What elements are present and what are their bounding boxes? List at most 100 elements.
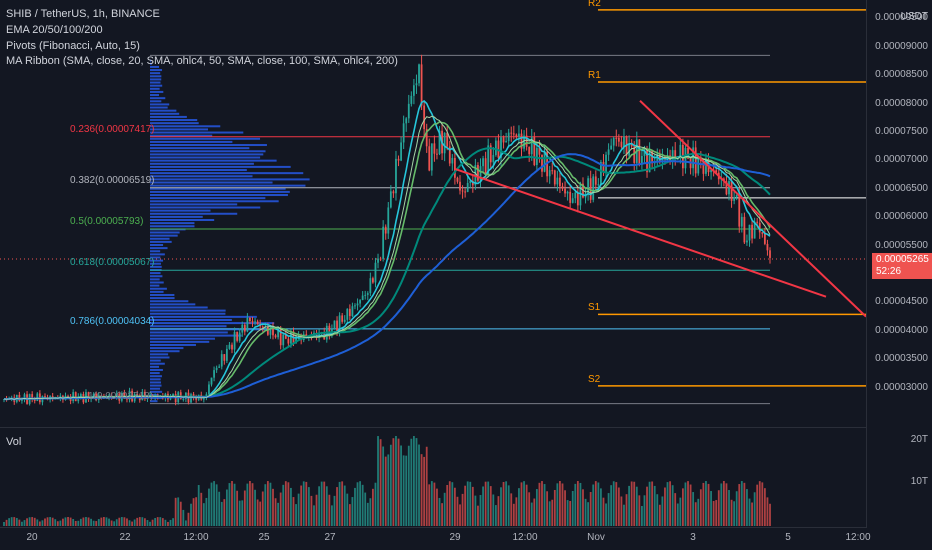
candle-body [648,150,651,173]
candle-body [436,153,438,155]
candle-body [251,321,254,323]
volume-bar [264,484,267,526]
volume-bar [461,493,464,526]
volume-bar [325,486,328,526]
volume-bar [748,498,751,526]
bar-countdown: 52:26 [876,265,902,277]
volume-profile-bar [150,112,180,115]
volume-bar [487,481,490,526]
price-tick: 0.00003500 [875,353,928,365]
volume-profile-bar [150,265,162,268]
candle-body [315,332,318,338]
volume-bar [187,512,190,526]
candle-body [415,83,418,86]
fib-level-label[interactable]: 1(0.00002718) [88,390,154,402]
volume-bar [641,505,643,526]
volume-bar [387,454,390,526]
volume-profile-bar [150,318,232,321]
volume-bar [610,485,613,526]
candle-body [392,191,395,194]
volume-bar [533,498,536,526]
pivot-label-r2[interactable]: R2 [588,0,601,9]
candle-body [694,147,697,174]
candle-body [79,394,82,397]
fib-level-label[interactable]: 0.236(0.00007417) [70,123,155,135]
pivot-label-s1[interactable]: S1 [588,302,601,314]
price-tick: 0.00008000 [875,97,928,109]
candle-body [425,129,428,147]
candle-body [279,329,282,346]
candle-body [172,394,174,397]
volume-profile-bar [150,225,195,228]
pivot-label-s2[interactable]: S2 [588,373,601,385]
candle-body [569,191,572,203]
fib-level-label[interactable]: 0.5(0.00005793) [70,215,144,227]
volume-profile-bar [150,128,208,131]
volume-bar [359,481,362,526]
candle-body [372,278,374,283]
volume-bar [231,481,233,526]
pivot-label-r1[interactable]: R1 [588,70,601,82]
volume-profile-bar [150,62,152,65]
volume-bar [146,520,149,526]
volume-profile-bar [150,219,215,222]
candle-body [418,64,420,84]
candle-body [387,207,390,234]
volume-bar [600,488,602,526]
volume-bar [223,499,226,526]
volume-tick-10t: 10T [910,476,928,487]
volume-profile-bar [150,187,286,190]
volume-bar [482,486,484,526]
candle-body [453,157,456,178]
fib-level-label[interactable]: 0.382(0.00006519) [70,174,155,186]
volume-bar [500,487,502,526]
pane-divider[interactable] [0,427,866,428]
volume-label[interactable]: Vol [6,436,22,448]
volume-bar [546,491,549,526]
price-tick: 0.00006000 [875,211,928,223]
volume-profile-bar [150,362,165,365]
volume-bar [95,521,98,526]
volume-bar [374,482,377,526]
candle-body [543,152,546,172]
candle-body [610,145,613,150]
candle-body [461,190,464,192]
volume-bar [543,484,546,526]
symbol-title[interactable]: SHIB / TetherUS, 1h, BINANCE [6,8,160,20]
fib-level-label[interactable]: 0.618(0.00005067) [70,257,155,269]
volume-bar [740,481,743,526]
volume-bar [738,484,741,526]
volume-bar [477,505,479,526]
candle-body [733,197,736,201]
candle-body [735,194,738,198]
price-tick: 0.00009000 [875,40,928,52]
volume-bar [571,490,574,526]
candle-body [210,377,213,385]
candle-body [507,132,510,142]
pivots-indicator-label[interactable]: Pivots (Fibonacci, Auto, 15) [6,40,140,52]
trendline-support [454,167,827,298]
candle-body [21,399,23,401]
ma-ribbon-indicator-label[interactable]: MA Ribbon (SMA, close, 20, SMA, ohlc4, 5… [6,55,398,67]
volume-profile-bar [150,356,170,359]
volume-bar [156,517,159,526]
volume-profile-bar [150,253,165,256]
candle-body [233,331,236,350]
fib-level-label[interactable]: 0.786(0.00004034) [70,315,155,327]
volume-profile-bar [150,381,162,384]
candle-body [533,137,536,166]
volume-bar [8,518,11,526]
ema-indicator-label[interactable]: EMA 20/50/100/200 [6,24,103,36]
volume-bar [282,484,285,526]
volume-bar [364,492,367,526]
currency-label[interactable]: USDT [900,11,928,22]
volume-bar [18,519,21,526]
candle-body [484,158,487,175]
volume-profile-bar [150,378,161,381]
volume-bar [300,485,303,526]
volume-bar [628,485,630,526]
volume-bar [351,497,354,526]
candle-body [594,176,597,185]
candle-body [405,118,408,124]
